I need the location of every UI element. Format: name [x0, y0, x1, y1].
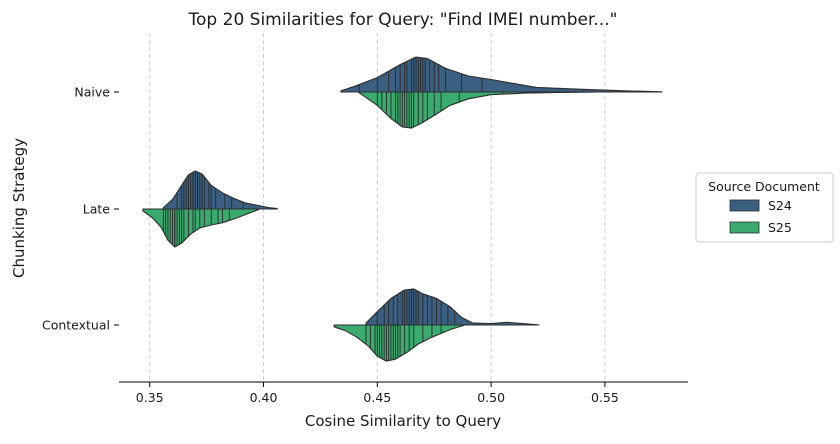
legend: Source Document S24 S25: [695, 172, 834, 243]
violin-plot-area: [142, 56, 663, 362]
legend-label-s24: S24: [768, 198, 792, 213]
violin-naive-s24: [340, 56, 663, 93]
y-axis-label: Chunking Strategy: [10, 138, 28, 278]
x-axis-ticks: 0.35 0.40 0.45 0.50 0.55: [136, 382, 619, 405]
y-axis-ticks: Naive Late Contextual: [42, 85, 119, 333]
legend-title: Source Document: [708, 179, 820, 194]
violin-contextual-s25: [333, 324, 465, 362]
violin-contextual-s24: [365, 288, 540, 326]
x-tick-label: 0.40: [250, 390, 278, 405]
y-tick-label-contextual: Contextual: [42, 318, 110, 333]
violin-late-s25: [142, 208, 260, 248]
x-tick-label: 0.55: [591, 390, 619, 405]
violin-naive-s25: [358, 91, 595, 129]
y-tick-label-naive: Naive: [74, 85, 110, 100]
chart-title: Top 20 Similarities for Query: "Find IME…: [188, 10, 618, 30]
legend-swatch-s25: [729, 221, 760, 234]
x-tick-label: 0.50: [477, 390, 505, 405]
violin-late-s24: [162, 170, 278, 210]
y-tick-label-late: Late: [83, 202, 111, 217]
legend-swatch-s24: [729, 199, 760, 212]
x-axis-label: Cosine Similarity to Query: [305, 412, 501, 430]
x-tick-label: 0.45: [363, 390, 391, 405]
x-tick-label: 0.35: [136, 390, 164, 405]
legend-label-s25: S25: [768, 220, 792, 235]
